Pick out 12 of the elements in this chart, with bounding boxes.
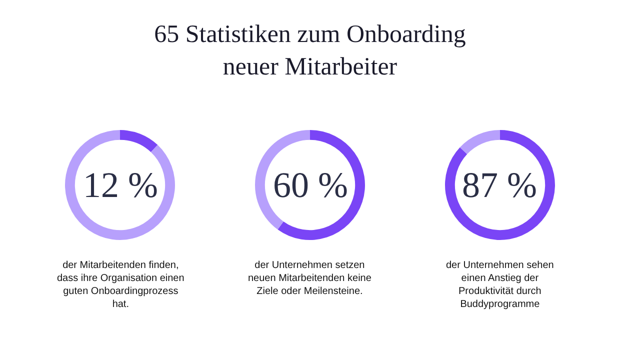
text: 65 Statistiken zum Onboarding neuer Mitarbeiter [154, 21, 466, 80]
donut-slice [255, 130, 310, 230]
text: 60 % [273, 165, 348, 205]
donut-slice [120, 130, 158, 152]
text: 12 % [83, 165, 158, 205]
text: der Mitarbeitenden finden, dass ihre Organisation einen guten Onboardingprozess hat. [57, 260, 184, 310]
text: der Unternehmen setzen neuen Mitarbeitenden keine Ziele oder Meilensteine. [248, 260, 372, 297]
text: der Unternehmen sehen einen Anstieg der Produktivität durch Buddyprogramme [446, 260, 554, 310]
text: 87 % [462, 165, 537, 205]
donut-slice [65, 130, 175, 240]
donut-slice [460, 130, 500, 154]
donut-slice [445, 130, 555, 240]
